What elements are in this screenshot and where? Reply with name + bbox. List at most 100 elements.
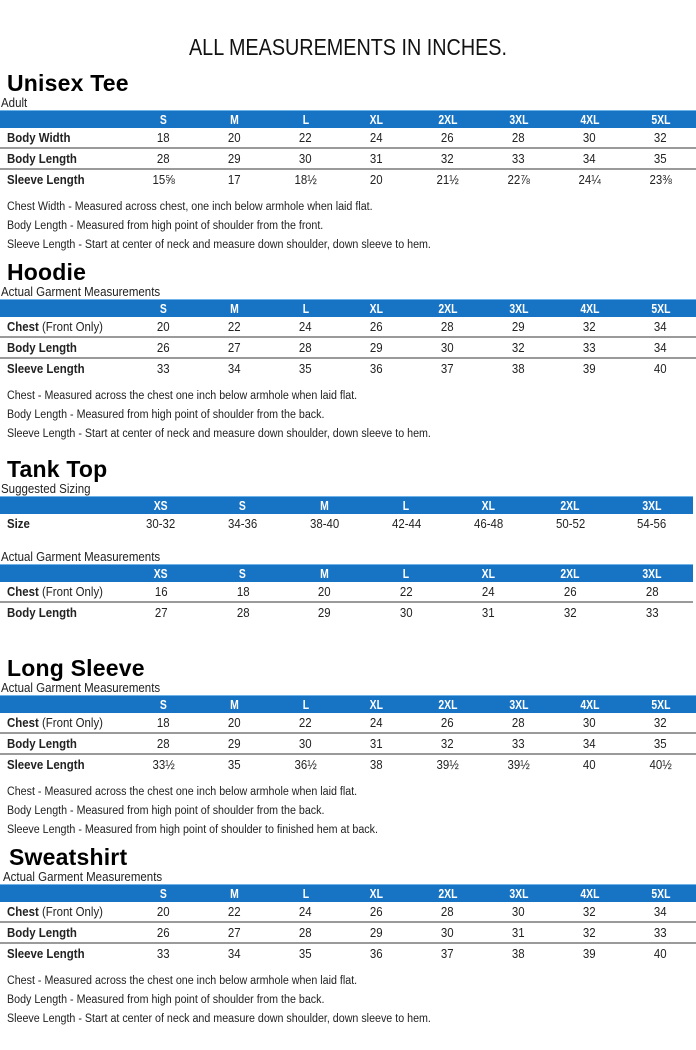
row-label-text: Chest xyxy=(7,319,39,334)
row-label-cell: Sleeve Length xyxy=(0,754,128,774)
measurement-value: 24 xyxy=(481,584,495,599)
size-header-cell: S xyxy=(128,299,199,317)
note-line: Chest - Measured across the chest one in… xyxy=(7,390,358,402)
measurement-value: 27 xyxy=(228,340,241,355)
row-label: Sleeve Length xyxy=(7,361,85,376)
measurement-cell: 34-36 xyxy=(202,514,284,533)
row-label: Body Length xyxy=(7,605,77,620)
measurement-value: 30-32 xyxy=(146,516,176,531)
measurement-cell: 30-32 xyxy=(120,514,202,533)
size-header-cell: 5XL xyxy=(625,299,696,317)
measurement-cell: 24¼ xyxy=(554,169,625,189)
measurement-value: 21½ xyxy=(436,172,459,187)
size-label: 5XL xyxy=(650,886,671,901)
measurement-cell: 26 xyxy=(412,128,483,149)
measurement-value: 33 xyxy=(157,361,170,376)
measurement-cell: 28 xyxy=(412,902,483,923)
measurement-value: 27 xyxy=(228,925,241,940)
measurement-value: 29 xyxy=(318,605,331,620)
measurement-value: 28 xyxy=(157,151,170,166)
measurement-cell: 31 xyxy=(447,602,529,622)
size-header-cell: 2XL xyxy=(529,564,612,582)
measurement-value: 23⅜ xyxy=(649,172,672,187)
measurement-value: 18 xyxy=(157,130,170,145)
measurement-value: 30 xyxy=(299,736,312,751)
measurement-cell: 29 xyxy=(284,602,366,622)
row-label: Body Length xyxy=(7,925,77,940)
measurement-value: 38 xyxy=(512,361,525,376)
size-header-cell: S xyxy=(201,496,284,514)
size-header-cell: 4XL xyxy=(554,884,625,902)
measurement-cell: 28 xyxy=(128,148,199,170)
row-label-cell: Sleeve Length xyxy=(0,169,128,189)
measurement-value: 32 xyxy=(563,605,577,620)
measurement-cell: 33½ xyxy=(128,754,199,774)
table-row: Body Length 26 27 28 29 30 31 32 33 xyxy=(0,922,696,944)
measurement-cell: 26 xyxy=(341,902,412,923)
size-table: S M L XL 2XL 3XL 4XL 5XL Body Width 18 20 22 24 26 28 3… xyxy=(0,110,696,189)
size-header-cell: 3XL xyxy=(611,496,693,514)
section-long-sleeve: Long Sleeve Actual Garment Measurements … xyxy=(0,655,696,840)
measurement-value: 30 xyxy=(583,130,596,145)
row-label-text: Body Length xyxy=(7,925,77,940)
section-title: Tank Top xyxy=(7,456,108,482)
measurement-cell: 20 xyxy=(199,128,270,149)
measurement-cell: 32 xyxy=(412,733,483,755)
row-label-qualifier: (Front Only) xyxy=(38,904,104,919)
size-label: XL xyxy=(369,886,384,901)
measurement-cell: 26 xyxy=(412,713,483,734)
measurement-cell: 39 xyxy=(554,943,625,963)
measurement-value: 38 xyxy=(512,946,525,961)
measurement-notes: Chest - Measured across the chest one in… xyxy=(0,783,696,840)
size-label: 2XL xyxy=(437,697,458,712)
measurement-cell: 28 xyxy=(128,733,199,755)
measurement-cell: 28 xyxy=(611,582,693,603)
measurement-value: 34 xyxy=(583,736,596,751)
measurement-value: 39½ xyxy=(436,757,459,772)
measurement-cell: 38 xyxy=(341,754,412,774)
table-row: Sleeve Length 15⅝ 17 18½ 20 21½ 22⅞ 24¼ 23⅜ xyxy=(0,169,696,189)
measurement-cell: 33 xyxy=(554,337,625,359)
size-label: 4XL xyxy=(579,697,600,712)
measurement-cell: 38 xyxy=(483,358,554,378)
size-label: M xyxy=(230,301,239,316)
measurement-value: 18 xyxy=(157,715,170,730)
size-header-cell: L xyxy=(365,496,448,514)
row-label-qualifier: (Front Only) xyxy=(38,584,104,599)
measurement-cell: 32 xyxy=(625,128,696,149)
measurement-value: 20 xyxy=(228,130,241,145)
measurement-cell: 39 xyxy=(554,358,625,378)
size-header-row: S M L XL 2XL 3XL 4XL 5XL xyxy=(0,884,696,902)
measurement-cell: 24 xyxy=(341,713,412,734)
measurement-value: 33 xyxy=(583,340,596,355)
size-label: S xyxy=(160,112,167,127)
measurement-value: 46-48 xyxy=(473,516,503,531)
measurement-cell: 42-44 xyxy=(366,514,448,533)
measurement-cell: 34 xyxy=(625,317,696,338)
size-label: XL xyxy=(481,566,495,581)
table-row: Sleeve Length 33 34 35 36 37 38 39 40 xyxy=(0,358,696,378)
size-header-cell: L xyxy=(365,564,448,582)
size-label: 3XL xyxy=(508,301,529,316)
measurement-cell: 35 xyxy=(270,943,341,963)
row-label-cell: Body Length xyxy=(0,602,120,622)
section-subtitle: Actual Garment Measurements xyxy=(1,681,161,695)
measurement-cell: 35 xyxy=(625,148,696,170)
measurement-cell: 30 xyxy=(412,922,483,944)
size-header-cell: L xyxy=(270,695,341,713)
measurement-cell: 32 xyxy=(554,902,625,923)
measurement-cell: 34 xyxy=(554,733,625,755)
size-label: M xyxy=(230,886,239,901)
measurement-value: 24 xyxy=(370,130,383,145)
size-header-cell: M xyxy=(199,110,270,128)
size-label: XL xyxy=(481,498,495,513)
measurement-value: 16 xyxy=(154,584,168,599)
size-label: 3XL xyxy=(508,112,529,127)
measurement-cell: 18½ xyxy=(270,169,341,189)
row-label-qualifier: (Front Only) xyxy=(38,715,104,730)
size-header-cell: 2XL xyxy=(529,496,612,514)
measurement-value: 39½ xyxy=(507,757,530,772)
size-header-cell: 4XL xyxy=(554,695,625,713)
size-label: 3XL xyxy=(642,498,662,513)
row-label-cell: Body Length xyxy=(0,337,128,359)
